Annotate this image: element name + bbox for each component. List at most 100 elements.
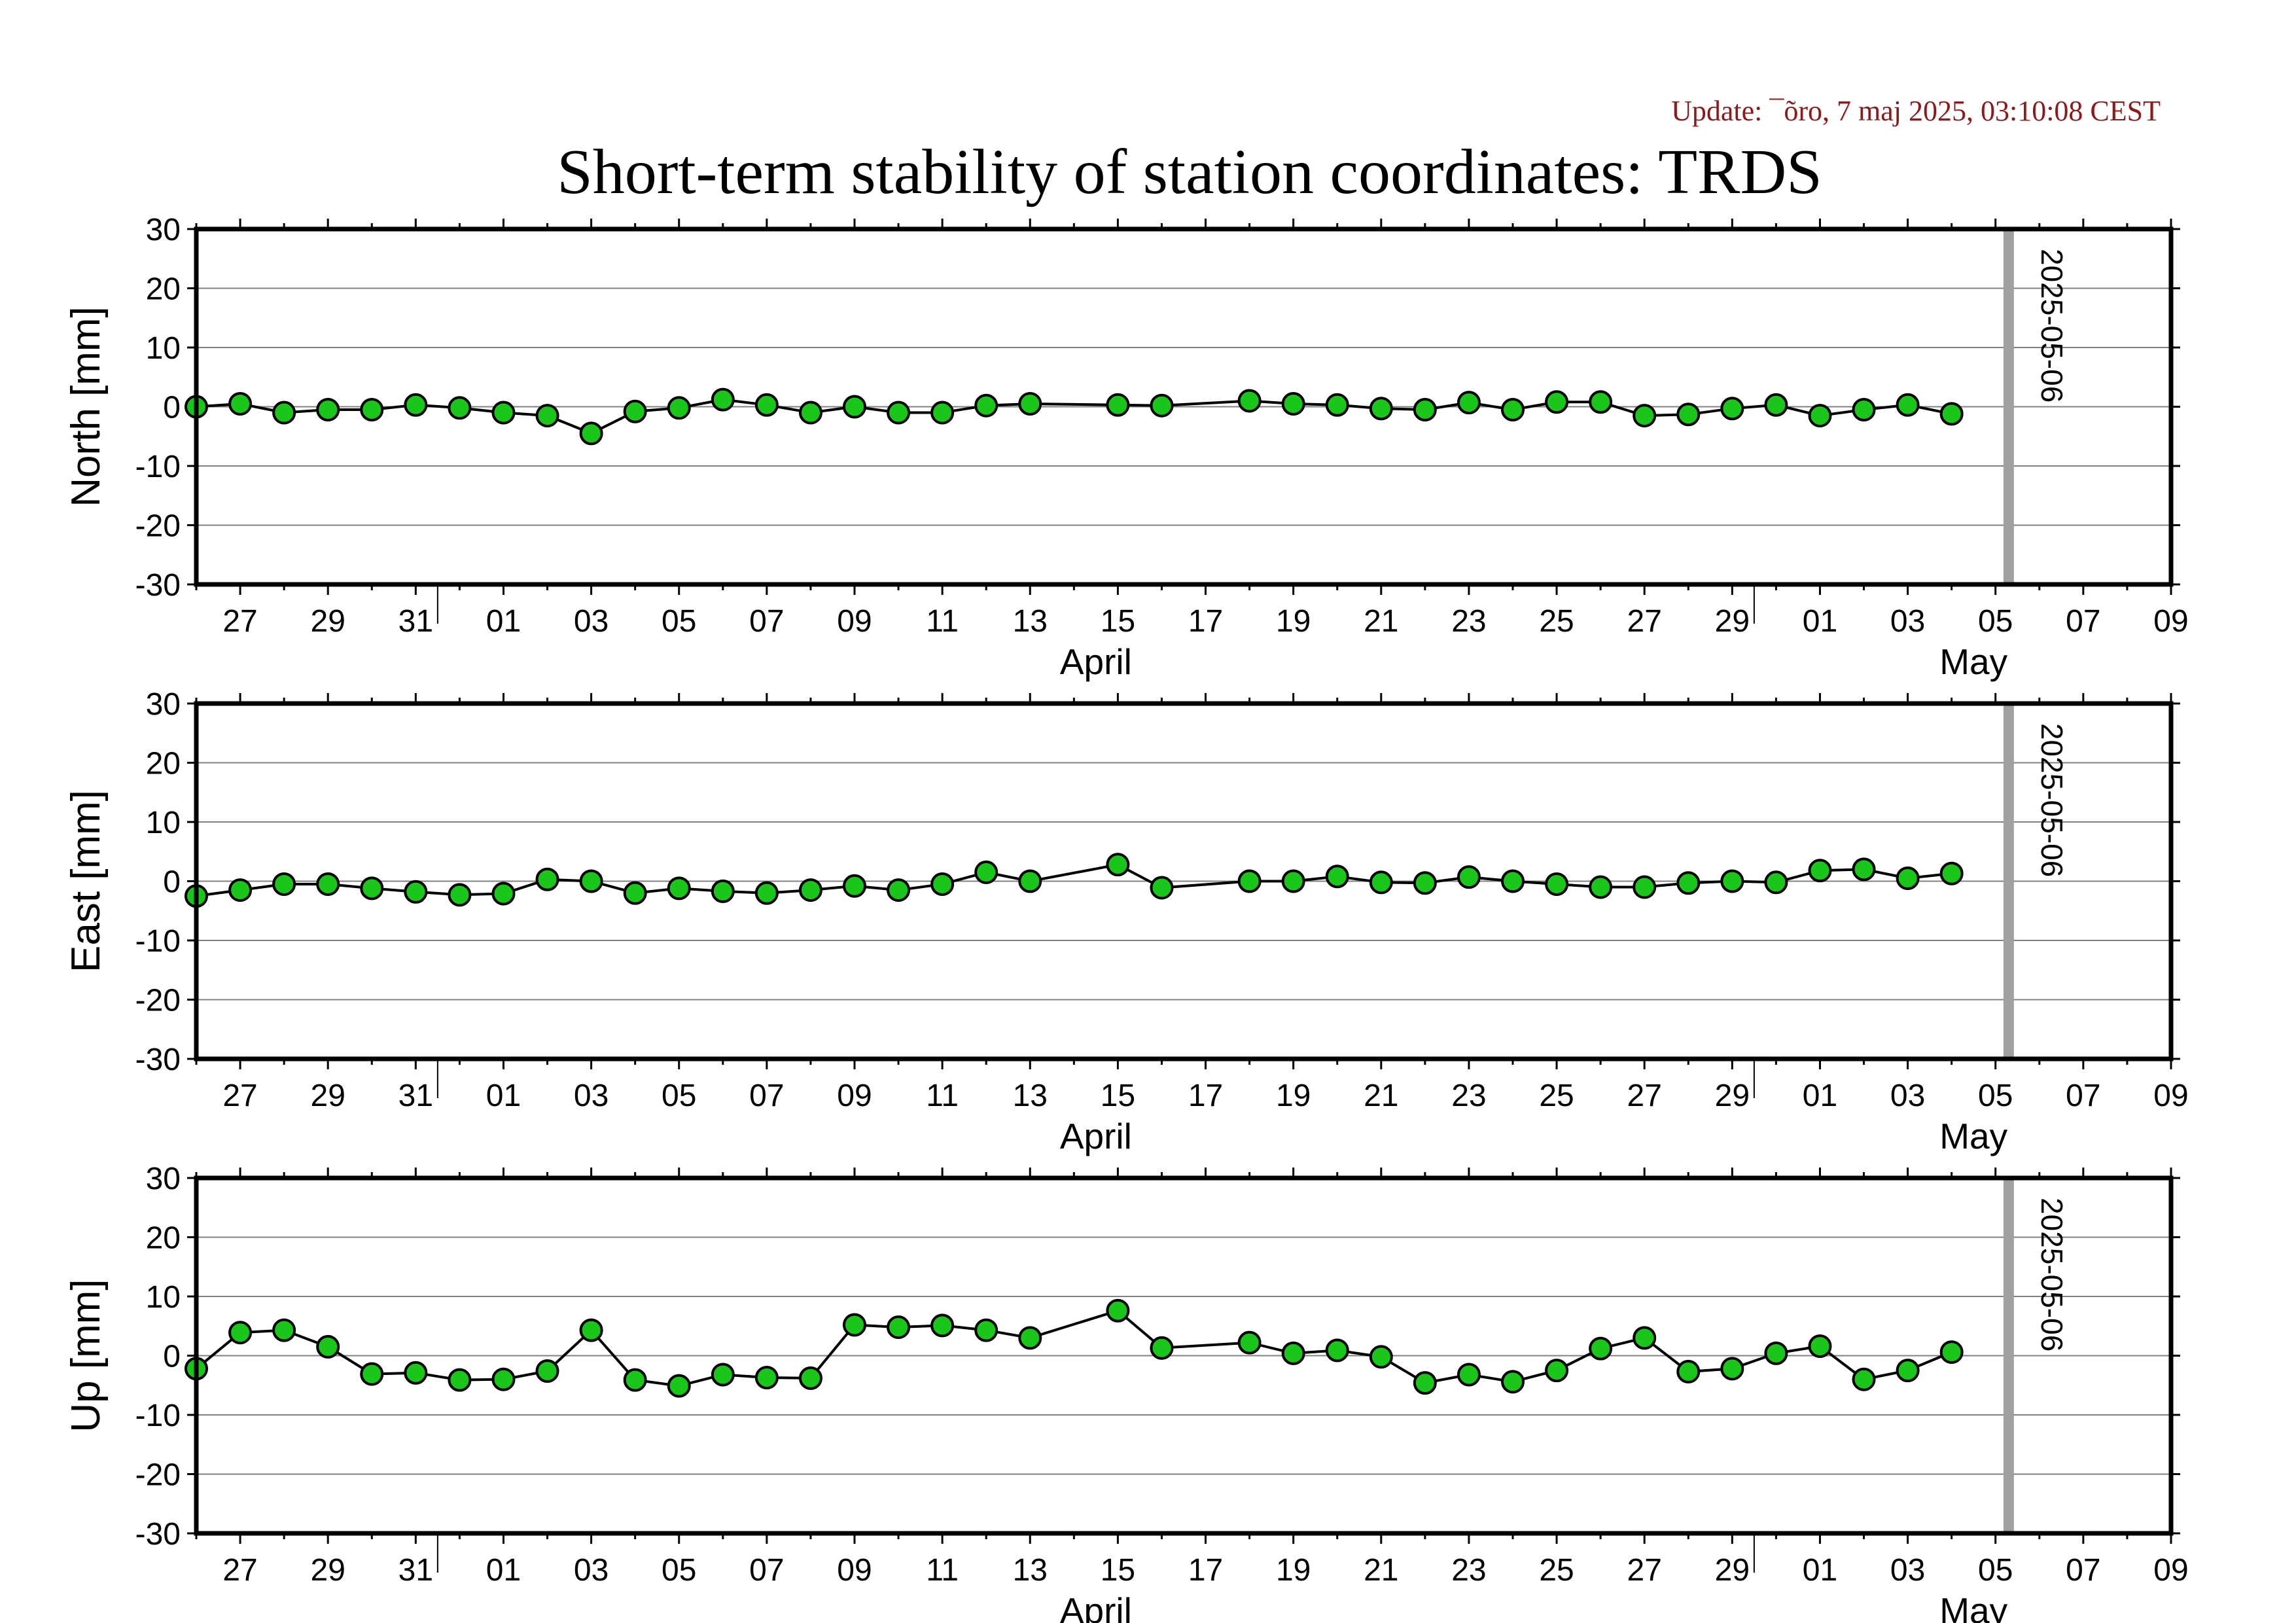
x-tick-label: 17 [1188, 604, 1223, 639]
data-point [1808, 1334, 1832, 1359]
data-point [491, 401, 516, 425]
data-point [272, 872, 296, 897]
data-point [491, 882, 516, 906]
x-tick-label: 27 [222, 1553, 257, 1588]
y-tick-label: 10 [146, 331, 181, 366]
data-point [1939, 402, 1964, 426]
data-point [1325, 865, 1349, 889]
x-tick-label: 05 [662, 1079, 696, 1113]
data-point [711, 387, 735, 412]
plot-frame [194, 1175, 2174, 1536]
x-tick-label: 13 [1013, 1079, 1048, 1113]
month-label: April [1060, 1590, 1132, 1623]
data-point [1939, 1340, 1964, 1364]
data-point [1281, 1341, 1305, 1365]
x-tick-label: 29 [1715, 1079, 1750, 1113]
month-label: May [1939, 641, 2007, 682]
y-tick-label: 10 [146, 806, 181, 840]
data-point [360, 398, 384, 422]
data-point [272, 1318, 296, 1342]
data-point [798, 878, 822, 902]
data-point [1369, 397, 1393, 421]
data-point [535, 867, 559, 891]
y-tick-label: 10 [146, 1280, 181, 1315]
x-tick-label: 29 [1715, 604, 1750, 639]
data-point [1281, 391, 1305, 416]
x-tick-label: 31 [398, 1079, 433, 1113]
y-axis-label: East [mm] [63, 790, 109, 972]
data-point [1589, 875, 1613, 899]
x-tick-label: 09 [837, 604, 872, 639]
x-tick-label: 25 [1539, 1553, 1574, 1588]
x-tick-label: 03 [1890, 604, 1925, 639]
data-point [1501, 398, 1525, 422]
x-tick-label: 17 [1188, 1553, 1223, 1588]
x-tick-label: 23 [1451, 1553, 1486, 1588]
x-tick-label: 05 [662, 1553, 696, 1588]
data-point [1764, 393, 1788, 417]
y-tick-label: 0 [163, 391, 181, 425]
x-tick-label: 09 [2153, 604, 2188, 639]
y-tick-label: -30 [135, 568, 181, 603]
data-point [404, 880, 428, 904]
x-tick-label: 03 [574, 1553, 609, 1588]
x-tick-label: 19 [1276, 1079, 1311, 1113]
data-point [754, 393, 779, 417]
x-tick-label: 07 [2066, 1079, 2100, 1113]
x-tick-label: 21 [1364, 604, 1398, 639]
data-point [1808, 859, 1832, 883]
x-tick-label: 13 [1013, 604, 1048, 639]
data-point [1457, 391, 1481, 415]
x-tick-label: 31 [398, 604, 433, 639]
data-point [360, 1362, 384, 1386]
data-point [1150, 1336, 1174, 1360]
x-tick-label: 29 [1715, 1553, 1750, 1588]
x-tick-label: 07 [749, 1079, 784, 1113]
data-point [1369, 870, 1393, 895]
data-point [579, 869, 603, 893]
data-point [228, 878, 253, 902]
data-point [1764, 870, 1788, 895]
data-point [1852, 1367, 1876, 1391]
data-point [404, 393, 428, 417]
data-point [316, 398, 340, 422]
data-point [535, 1359, 559, 1383]
data-point [1545, 872, 1569, 897]
data-point [1325, 1338, 1349, 1363]
data-point [1896, 393, 1920, 417]
x-tick-label: 03 [574, 604, 609, 639]
data-point [1896, 1359, 1920, 1383]
y-tick-label: 20 [146, 272, 181, 307]
data-point [1720, 1357, 1744, 1381]
latest-date-label: 2025-05-06 [2035, 249, 2069, 402]
data-point [1413, 1371, 1437, 1395]
data-point [930, 872, 955, 897]
x-tick-label: 15 [1101, 1553, 1135, 1588]
month-label: April [1060, 641, 1132, 682]
x-tick-label: 25 [1539, 1079, 1574, 1113]
data-point [1501, 1370, 1525, 1394]
x-tick-label: 21 [1364, 1079, 1398, 1113]
data-point [1150, 876, 1174, 900]
x-tick-label: 07 [749, 604, 784, 639]
y-tick-label: 30 [146, 1162, 181, 1196]
x-tick-label: 15 [1101, 604, 1135, 639]
data-point [1896, 866, 1920, 890]
data-point [1633, 404, 1657, 428]
x-tick-label: 07 [749, 1553, 784, 1588]
data-point [1676, 1359, 1701, 1383]
x-tick-label: 19 [1276, 604, 1311, 639]
data-point [1369, 1345, 1393, 1369]
data-point [1150, 393, 1174, 418]
data-point [974, 393, 998, 418]
x-tick-label: 09 [2153, 1079, 2188, 1113]
data-point [1545, 390, 1569, 414]
data-point [843, 874, 866, 898]
x-tick-label: 01 [486, 1079, 521, 1113]
latest-date-label: 2025-05-06 [2035, 723, 2069, 877]
y-tick-label: 0 [163, 1340, 181, 1374]
data-point [1589, 390, 1613, 414]
y-tick-label: -20 [135, 509, 181, 544]
x-tick-label: 27 [1627, 604, 1662, 639]
